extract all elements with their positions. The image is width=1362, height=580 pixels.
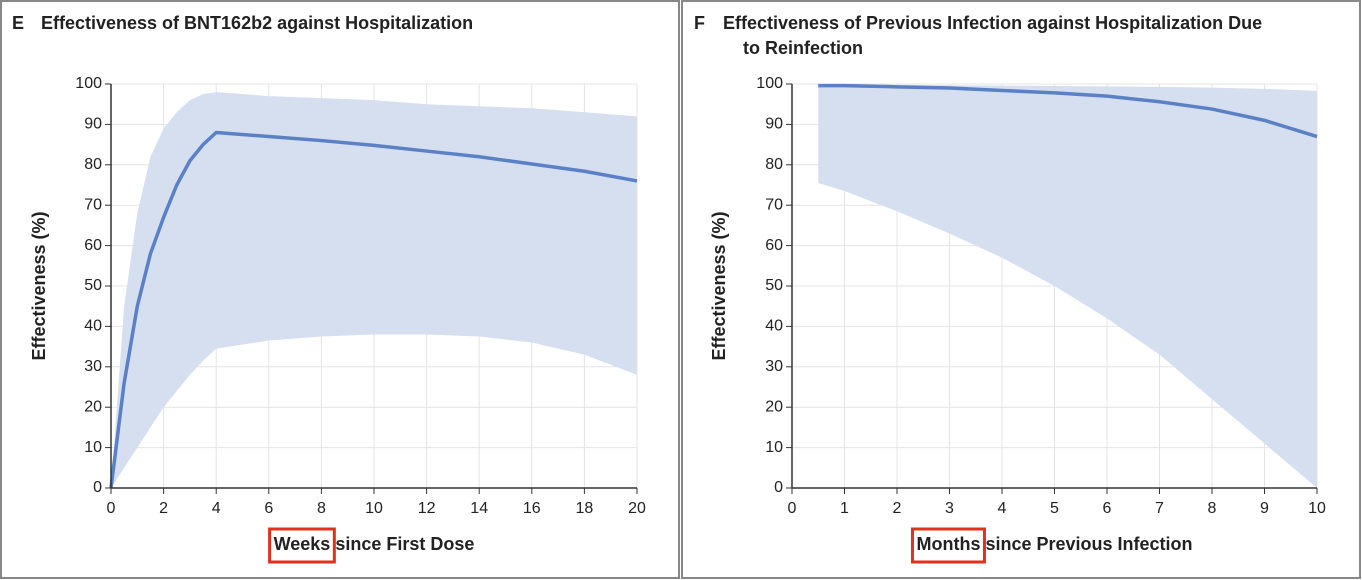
panel-letter: E (12, 13, 24, 33)
y-tick-label: 80 (765, 156, 783, 173)
y-tick-label: 40 (84, 318, 102, 335)
y-tick-label: 30 (765, 358, 783, 375)
confidence-band (111, 92, 637, 488)
chart-title: to Reinfection (743, 38, 863, 58)
x-tick-label: 2 (159, 500, 168, 517)
y-tick-label: 70 (84, 196, 102, 213)
x-tick-label: 0 (107, 500, 116, 517)
x-tick-label: 3 (945, 500, 954, 517)
y-tick-label: 70 (765, 196, 783, 213)
y-tick-label: 60 (84, 237, 102, 254)
y-tick-label: 100 (756, 75, 783, 92)
y-tick-label: 90 (84, 116, 102, 133)
highlight-box (268, 527, 336, 564)
y-tick-label: 10 (84, 439, 102, 456)
y-tick-label: 20 (84, 398, 102, 415)
x-tick-label: 12 (418, 500, 436, 517)
y-tick-label: 0 (93, 479, 102, 496)
chart-title: Effectiveness of Previous Infection agai… (723, 13, 1262, 33)
line (818, 83, 1318, 139)
x-axis-label: Weeks since First Dose (268, 527, 474, 564)
x-label-highlight: Weeks (274, 534, 331, 554)
x-tick-label: 6 (1103, 500, 1112, 517)
y-tick-label: 30 (84, 358, 102, 375)
y-tick-label: 50 (765, 277, 783, 294)
y-tick-label: 40 (765, 318, 783, 335)
line (109, 130, 638, 489)
panel-border (0, 0, 680, 579)
x-tick-label: 10 (1308, 500, 1326, 517)
x-tick-label: 4 (212, 500, 221, 517)
panel-border (681, 0, 1361, 579)
y-tick-label: 90 (765, 116, 783, 133)
x-label-highlight: Months (916, 534, 980, 554)
x-axis-label: Months since Previous Infection (910, 527, 1193, 564)
x-tick-label: 9 (1260, 500, 1269, 517)
y-tick-label: 0 (774, 479, 783, 496)
y-tick-label: 80 (84, 156, 102, 173)
x-tick-label: 4 (998, 500, 1007, 517)
chart-title: Effectiveness of BNT162b2 against Hospit… (41, 13, 473, 33)
x-tick-label: 2 (893, 500, 902, 517)
x-tick-label: 14 (470, 500, 488, 517)
y-tick-label: 10 (765, 439, 783, 456)
x-tick-label: 18 (576, 500, 594, 517)
x-tick-label: 5 (1050, 500, 1059, 517)
y-tick-label: 20 (765, 398, 783, 415)
x-tick-label: 1 (840, 500, 849, 517)
x-tick-label: 8 (1208, 500, 1217, 517)
y-axis-label: Effectiveness (%) (709, 211, 729, 360)
x-tick-label: 10 (365, 500, 383, 517)
x-tick-label: 20 (628, 500, 646, 517)
x-tick-label: 8 (317, 500, 326, 517)
x-tick-label: 6 (264, 500, 273, 517)
y-tick-label: 50 (84, 277, 102, 294)
x-label-text: since Previous Infection (985, 534, 1192, 554)
highlight-box (910, 527, 986, 564)
y-tick-label: 60 (765, 237, 783, 254)
x-tick-label: 0 (788, 500, 797, 517)
y-tick-label: 100 (75, 75, 102, 92)
x-tick-label: 7 (1155, 500, 1164, 517)
y-axis-label: Effectiveness (%) (29, 211, 49, 360)
confidence-band (818, 84, 1317, 489)
x-tick-label: 16 (523, 500, 541, 517)
panel-letter: F (694, 13, 705, 33)
x-label-text: since First Dose (335, 534, 474, 554)
